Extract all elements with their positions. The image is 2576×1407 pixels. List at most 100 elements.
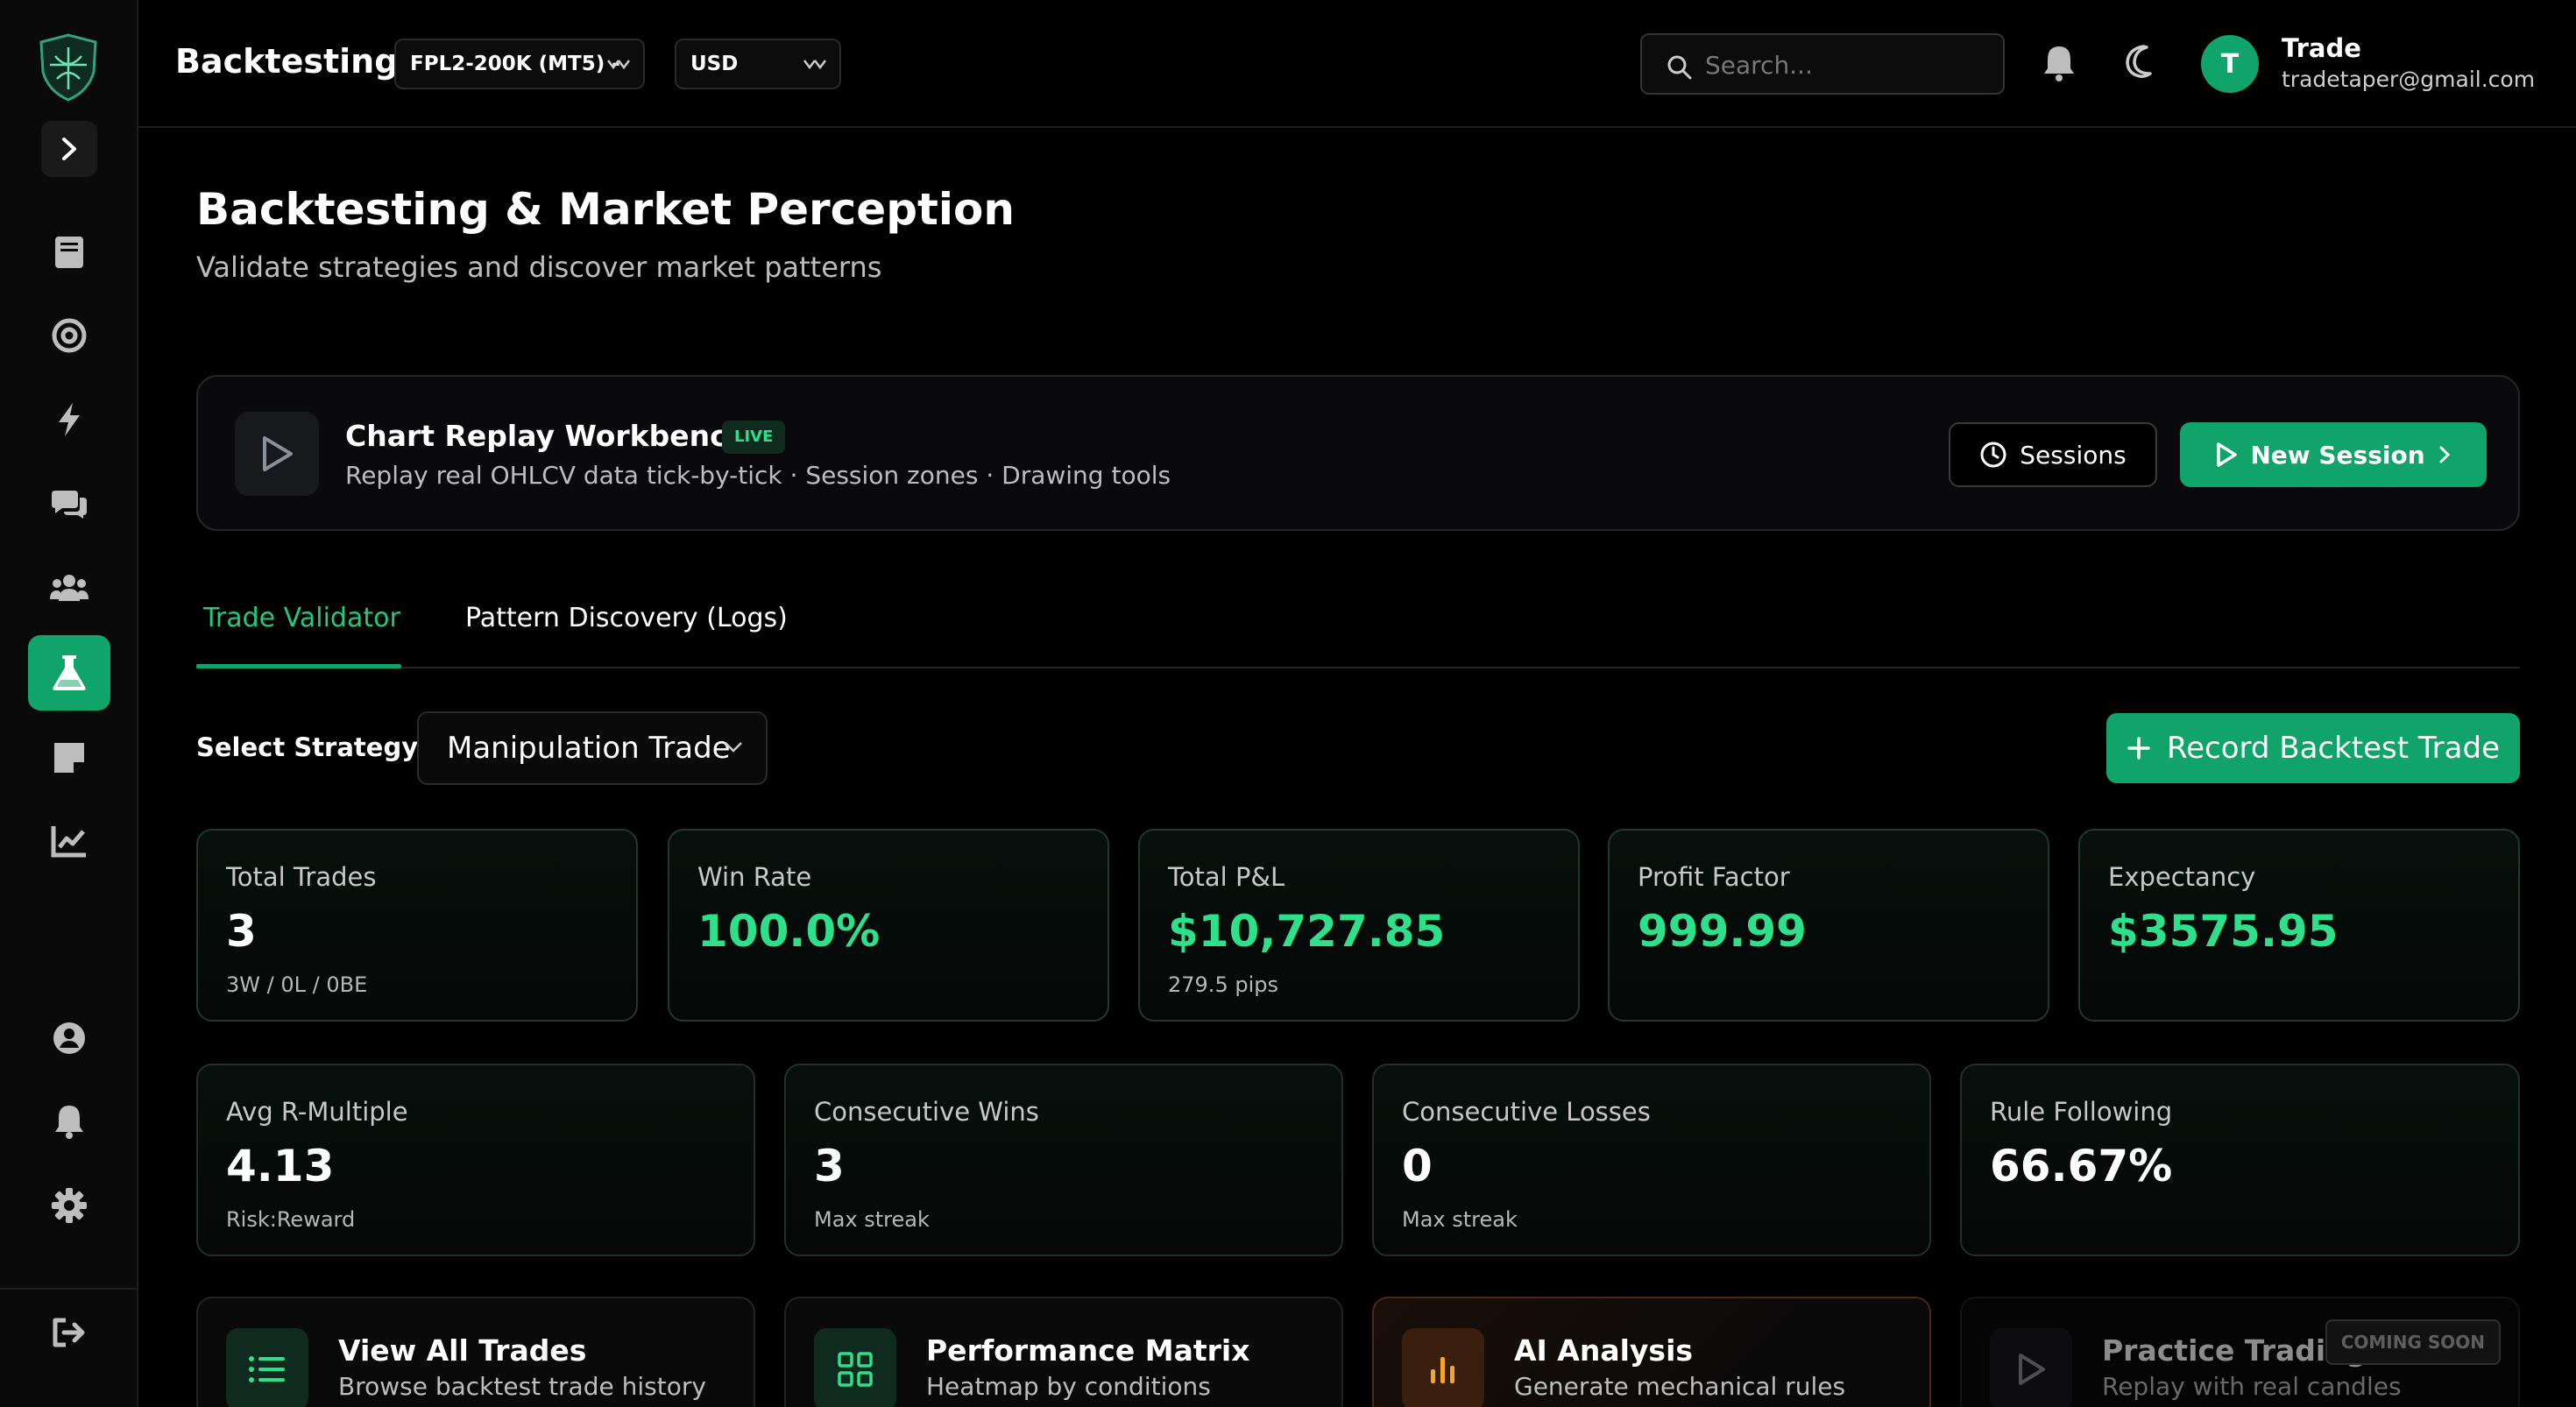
sidebar-item-goals[interactable]	[28, 298, 110, 373]
stat-card-consecutive-losses: Consecutive Losses 0 Max streak	[1372, 1064, 1931, 1256]
stat-label: Expectancy	[2108, 862, 2256, 892]
grid-icon	[838, 1352, 873, 1387]
stat-subtext: 279.5 pips	[1168, 972, 1278, 997]
sessions-label: Sessions	[2020, 440, 2127, 470]
stat-label: Total P&L	[1168, 862, 1285, 892]
stat-value: $3575.95	[2108, 906, 2339, 957]
stat-label: Avg R-Multiple	[226, 1097, 408, 1127]
sidebar-item-settings[interactable]	[28, 1168, 110, 1243]
search-input[interactable]: Search...	[1640, 33, 2005, 95]
stat-subtext: 3W / 0L / 0BE	[226, 972, 368, 997]
sidebar-item-notifications[interactable]	[28, 1084, 110, 1159]
stat-label: Consecutive Wins	[814, 1097, 1039, 1127]
clock-icon	[1980, 442, 2006, 468]
currency-select[interactable]: USD	[675, 39, 841, 89]
sidebar-item-journal[interactable]	[28, 215, 110, 290]
stat-label: Total Trades	[226, 862, 377, 892]
play-icon	[263, 436, 293, 471]
sidebar-item-notes[interactable]	[28, 720, 110, 795]
target-icon	[52, 318, 87, 353]
stat-card-total-pnl: Total P&L $10,727.85 279.5 pips	[1138, 829, 1580, 1022]
stat-card-expectancy: Expectancy $3575.95	[2078, 829, 2520, 1022]
tabs-divider	[196, 667, 2520, 668]
page-subtitle: Validate strategies and discover market …	[196, 251, 882, 284]
stat-card-total-trades: Total Trades 3 3W / 0L / 0BE	[196, 829, 638, 1022]
sidebar-divider	[0, 1288, 138, 1290]
tab-trade-validator[interactable]: Trade Validator	[203, 603, 400, 633]
play-icon	[2019, 1354, 2045, 1385]
currency-select-value: USD	[690, 53, 739, 75]
action-icon-tile	[226, 1328, 308, 1407]
moon-icon	[2126, 45, 2152, 78]
action-title: AI Analysis	[1514, 1333, 1694, 1368]
sidebar-item-profile[interactable]	[28, 1000, 110, 1076]
action-title: Performance Matrix	[926, 1333, 1250, 1368]
replay-play-tile	[235, 412, 319, 496]
sidebar-expand-button[interactable]	[41, 121, 97, 177]
logo	[36, 33, 101, 102]
strategy-select-value: Manipulation Trade	[447, 731, 731, 766]
tab-pattern-discovery[interactable]: Pattern Discovery (Logs)	[465, 603, 788, 633]
chart-replay-card: Chart Replay Workbench LIVE Replay real …	[196, 375, 2520, 531]
stat-card-profit-factor: Profit Factor 999.99	[1608, 829, 2049, 1022]
strategy-select[interactable]: Manipulation Trade	[417, 711, 768, 785]
page-title: Backtesting & Market Perception	[196, 184, 1015, 235]
settings-icon	[52, 1188, 87, 1223]
note-icon	[54, 743, 84, 773]
account-select[interactable]: FPL2-200K (MT5) -	[394, 39, 645, 89]
ai-analysis-card[interactable]: AI Analysis Generate mechanical rules	[1372, 1297, 1931, 1407]
sidebar-item-logout[interactable]	[28, 1295, 110, 1370]
new-session-button[interactable]: New Session	[2180, 422, 2487, 487]
sessions-button[interactable]: Sessions	[1949, 422, 2157, 487]
action-icon-tile	[1402, 1328, 1484, 1407]
search-icon	[1667, 55, 1692, 80]
stat-value: 66.67%	[1990, 1141, 2173, 1191]
chevron-down-icon	[725, 742, 742, 753]
sidebar-item-chat[interactable]	[28, 466, 110, 541]
user-name: Trade	[2282, 33, 2361, 63]
stat-label: Consecutive Losses	[1402, 1097, 1651, 1127]
stat-card-consecutive-wins: Consecutive Wins 3 Max streak	[784, 1064, 1343, 1256]
theme-toggle-button[interactable]	[2124, 44, 2159, 79]
avatar[interactable]: T	[2201, 35, 2259, 93]
sidebar-item-strategies[interactable]	[28, 382, 110, 457]
sidebar-item-analytics[interactable]	[28, 803, 110, 879]
action-description: Generate mechanical rules	[1514, 1372, 1846, 1401]
bell-icon	[2044, 46, 2074, 81]
chevron-right-icon	[2439, 446, 2450, 463]
play-icon	[2217, 442, 2238, 467]
logout-icon	[53, 1318, 85, 1347]
lightning-icon	[59, 403, 80, 436]
stat-subtext: Max streak	[1402, 1207, 1518, 1232]
view-all-trades-card[interactable]: View All Trades Browse backtest trade hi…	[196, 1297, 755, 1407]
analytics-icon	[51, 826, 86, 858]
record-backtest-trade-label: Record Backtest Trade	[2166, 731, 2500, 766]
chevron-down-icon	[607, 60, 630, 70]
stat-subtext: Risk:Reward	[226, 1207, 356, 1232]
stat-value: 4.13	[226, 1141, 335, 1191]
live-badge: LIVE	[722, 421, 786, 454]
stat-value: 3	[814, 1141, 845, 1191]
user-email: tradetaper@gmail.com	[2282, 67, 2536, 92]
chevron-right-icon	[62, 138, 76, 160]
performance-matrix-card[interactable]: Performance Matrix Heatmap by conditions	[784, 1297, 1343, 1407]
bar-chart-icon	[1431, 1357, 1454, 1383]
stat-value: $10,727.85	[1168, 906, 1446, 957]
community-icon	[50, 575, 88, 601]
notifications-button[interactable]	[2042, 44, 2077, 82]
notifications-icon	[55, 1106, 83, 1139]
stat-card-win-rate: Win Rate 100.0%	[668, 829, 1109, 1022]
active-tab-indicator	[196, 664, 401, 668]
new-session-label: New Session	[2250, 440, 2425, 470]
action-description: Replay with real candles	[2102, 1372, 2402, 1401]
list-icon	[249, 1356, 285, 1382]
stat-card-avg-r-multiple: Avg R-Multiple 4.13 Risk:Reward	[196, 1064, 755, 1256]
account-select-value: FPL2-200K (MT5) -	[410, 53, 620, 75]
sidebar-item-backtesting[interactable]	[28, 635, 110, 711]
app-title: Backtesting	[175, 42, 399, 81]
sidebar-item-community[interactable]	[28, 549, 110, 625]
action-description: Browse backtest trade history	[338, 1372, 706, 1401]
record-backtest-trade-button[interactable]: Record Backtest Trade	[2106, 713, 2520, 783]
chat-icon	[52, 491, 87, 519]
flask-icon	[53, 655, 86, 690]
